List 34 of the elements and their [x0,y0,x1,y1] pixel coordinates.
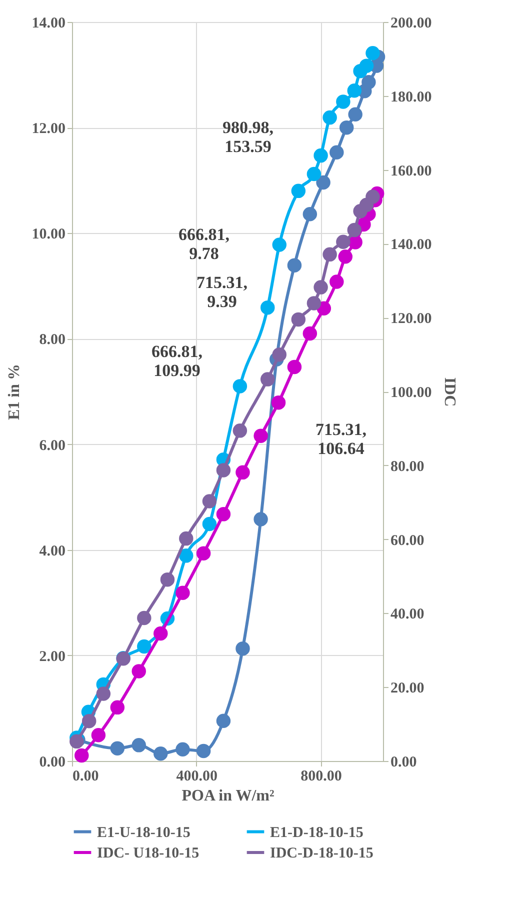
y-tick-label: 6.00 [39,438,66,454]
y2-tick-label: 0.00 [390,754,417,770]
annotation: 980.98, 153.59 [222,118,274,156]
y2-tick-label: 20.00 [390,680,424,697]
annotation: 666.81, 9.78 [178,225,230,263]
legend-label: E1-U-18-10-15 [97,824,190,841]
y2-tick-label: 100.00 [390,385,432,401]
y2-tick-label: 180.00 [390,89,432,106]
legend-label: E1-D-18-10-15 [270,824,364,841]
y2-tick-label: 80.00 [390,458,424,475]
y-tick-label: 10.00 [32,226,66,243]
x-axis-title: POA in W/m² [182,788,274,804]
x-tick-label: 400.00 [176,768,218,784]
y2-tick-label: 60.00 [390,532,424,549]
y2-tick-label: 120.00 [390,311,432,328]
y-tick-label: 4.00 [39,543,66,560]
annotation: 715.31, 9.39 [196,273,248,311]
annotation: 715.31, 106.64 [316,420,366,458]
y-tick-label: 0.00 [39,754,66,770]
y2-tick-label: 140.00 [390,237,432,254]
annotation: 666.81, 109.99 [152,342,202,380]
y2-tick-label: 160.00 [390,163,432,180]
x-tick-label: 800.00 [300,768,342,784]
y-tick-label: 2.00 [39,648,66,665]
legend-label: IDC- U18-10-15 [97,846,200,862]
y2-tick-label: 40.00 [390,606,424,623]
y-axis-title: E1 in % [6,364,23,420]
legend-label: IDC-D-18-10-15 [270,846,374,862]
x-tick-label: 0.00 [72,768,99,784]
y-tick-label: 12.00 [32,121,66,138]
y-tick-label: 14.00 [32,16,66,32]
y2-tick-label: 200.00 [390,16,432,32]
y-tick-label: 8.00 [39,332,66,348]
y2-axis-title: IDC [440,377,458,407]
